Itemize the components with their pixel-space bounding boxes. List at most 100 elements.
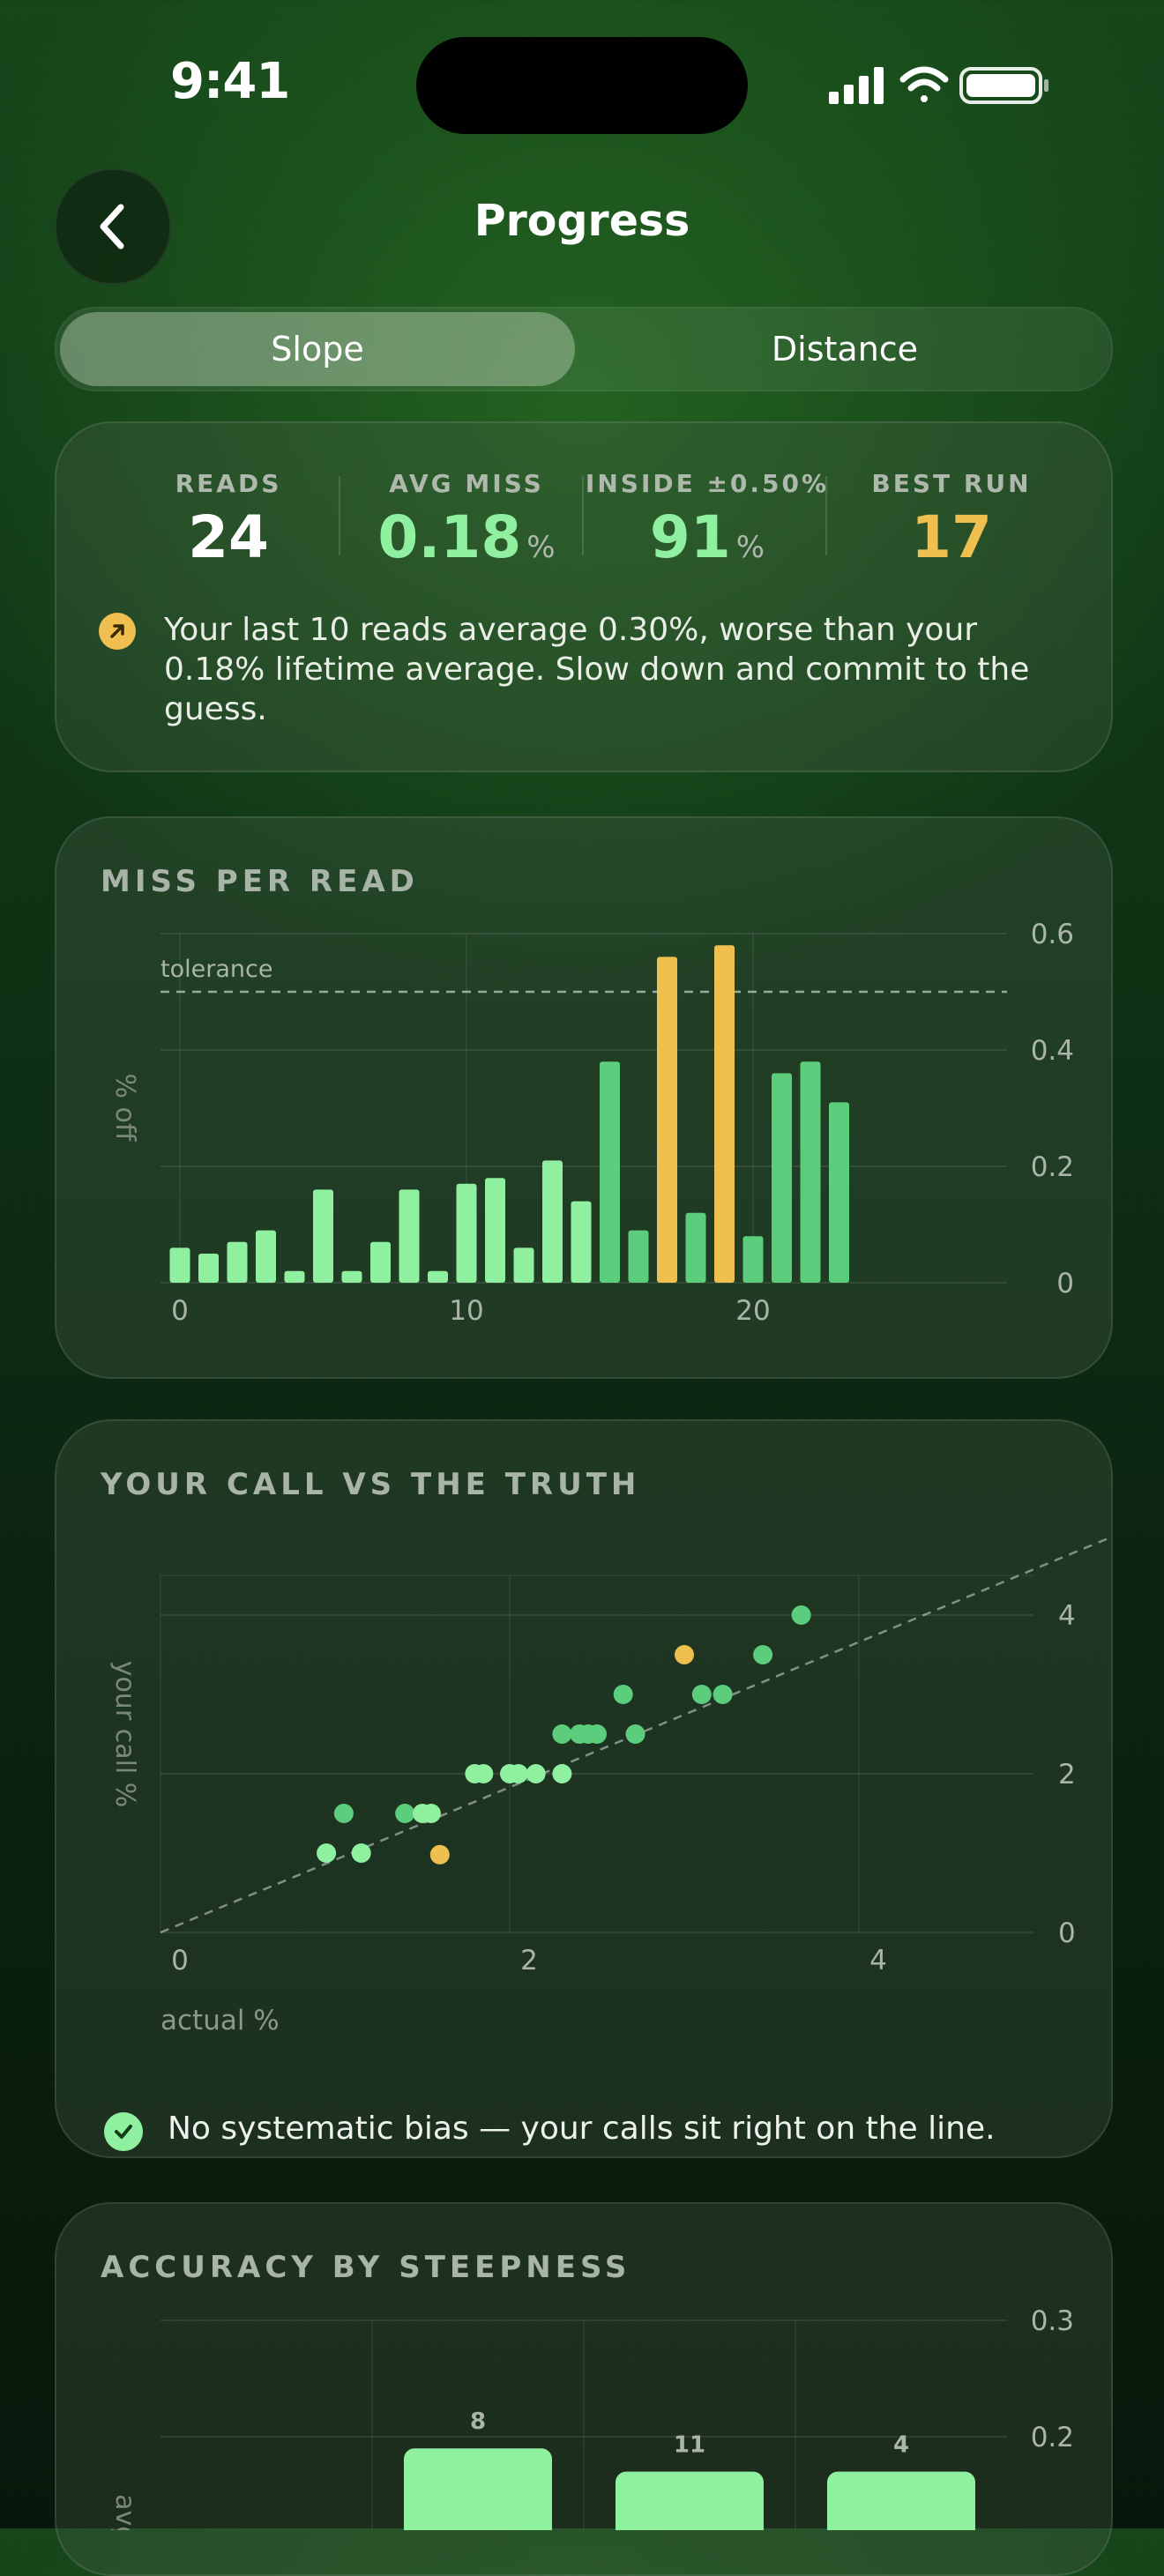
- back-button[interactable]: [55, 168, 171, 285]
- y-tick-label: 0.2: [1031, 2422, 1074, 2453]
- stat-label: INSIDE ±0.50%: [585, 469, 830, 498]
- trend-up-arrow-icon: [99, 613, 136, 650]
- card-title: ACCURACY BY STEEPNESS: [101, 2250, 631, 2285]
- y-axis-label: avg % off: [109, 2494, 140, 2530]
- stat-value: 91%: [649, 503, 765, 571]
- page-title: Progress: [474, 196, 690, 246]
- scatter-point: [421, 1804, 441, 1823]
- scatter-point: [625, 1724, 645, 1744]
- checkmark-icon: [104, 2112, 143, 2151]
- card-title: YOUR CALL VS THE TRUTH: [101, 1467, 641, 1502]
- bar: [628, 1230, 649, 1283]
- scatter-point: [691, 1685, 712, 1704]
- bar: [169, 1247, 190, 1283]
- bar: [685, 1212, 706, 1283]
- call-vs-truth-chart: 0 2 4 0 2 4 your call % actual %: [109, 1536, 1111, 2036]
- y-tick-label: 0: [1056, 1268, 1074, 1299]
- bar-count-label: 11: [674, 2432, 705, 2459]
- y-tick-label: 0: [1058, 1917, 1076, 1949]
- bar: [227, 1241, 248, 1283]
- y-axis-label: your call %: [109, 1661, 140, 1808]
- summary-card: READS 24 AVG MISS 0.18% INSIDE ±0.50% 91…: [55, 421, 1113, 772]
- battery-icon: [959, 67, 1048, 104]
- scatter-point: [552, 1764, 572, 1783]
- tab-slope[interactable]: Slope: [271, 330, 364, 369]
- y-tick-label: 0.4: [1031, 1035, 1074, 1067]
- call-vs-truth-card: YOUR CALL VS THE TRUTH 0 2 4 0 2 4 your call …: [55, 1419, 1113, 2158]
- scatter-point: [675, 1645, 694, 1664]
- cellular-signal-icon: [829, 67, 884, 104]
- y-tick-label: 2: [1058, 1759, 1076, 1791]
- bar: [428, 1270, 448, 1283]
- bar: [513, 1247, 534, 1283]
- y-tick-label: 4: [1058, 1600, 1076, 1632]
- bar: [827, 2471, 975, 2530]
- bar: [284, 1270, 305, 1283]
- bias-note: No systematic bias — your calls sit righ…: [168, 2111, 996, 2147]
- accuracy-by-steepness-card: ACCURACY BY STEEPNESS 0.2 0.3 8 11 4 avg % o…: [55, 2202, 1113, 2576]
- bar: [341, 1270, 362, 1283]
- bar: [571, 1201, 592, 1283]
- bar: [657, 957, 677, 1283]
- bar: [313, 1189, 333, 1283]
- bar: [800, 1061, 821, 1283]
- bar: [370, 1241, 391, 1283]
- y-axis-label: % off: [109, 1073, 140, 1142]
- x-tick-label: 20: [735, 1295, 770, 1327]
- dynamic-island: [416, 37, 748, 134]
- stat-label: READS: [175, 469, 282, 498]
- scatter-point: [429, 1844, 450, 1865]
- x-tick-label: 10: [449, 1295, 483, 1327]
- y-tick-label: 0.3: [1031, 2305, 1074, 2337]
- stat-avg-miss: AVG MISS 0.18%: [347, 469, 586, 571]
- bar: [600, 1061, 620, 1283]
- segment-selected-indicator: [60, 312, 575, 386]
- bar: [616, 2471, 764, 2530]
- bar-count-label: 8: [470, 2408, 486, 2435]
- card-title: MISS PER READ: [101, 864, 419, 899]
- scatter-point: [317, 1843, 337, 1863]
- scatter-point: [587, 1724, 607, 1744]
- tolerance-label: tolerance: [160, 956, 272, 983]
- x-tick-label: 0: [171, 1295, 189, 1327]
- scatter-point: [333, 1804, 354, 1823]
- scatter-point: [613, 1685, 633, 1704]
- bar: [404, 2448, 552, 2530]
- stat-divider: [582, 476, 584, 555]
- scatter-point: [508, 1764, 528, 1783]
- x-axis-label: actual %: [160, 2005, 280, 2036]
- y-tick-label: 0.2: [1031, 1151, 1074, 1183]
- bar: [456, 1183, 477, 1283]
- bar: [542, 1160, 563, 1283]
- stat-label: AVG MISS: [389, 469, 544, 498]
- stat-divider: [339, 476, 340, 555]
- scatter-point: [351, 1843, 371, 1863]
- bar: [742, 1236, 764, 1283]
- bar: [399, 1189, 420, 1283]
- bar: [198, 1254, 219, 1283]
- bar: [485, 1178, 505, 1283]
- stat-value: 17: [911, 503, 992, 571]
- scatter-point: [753, 1645, 773, 1664]
- wifi-icon: [899, 66, 949, 102]
- stat-value: 0.18%: [377, 503, 556, 571]
- bar: [829, 1102, 849, 1283]
- trend-note: Your last 10 reads average 0.30%, worse …: [164, 612, 1030, 727]
- scatter-point: [526, 1764, 546, 1783]
- segmented-control: Slope Distance: [55, 307, 1113, 391]
- bar: [772, 1073, 792, 1283]
- x-tick-label: 0: [171, 1945, 189, 1977]
- tab-distance[interactable]: Distance: [771, 330, 919, 369]
- bar-count-label: 4: [893, 2432, 909, 2459]
- scatter-point: [552, 1724, 572, 1744]
- bar: [714, 945, 735, 1283]
- scatter-point: [395, 1804, 415, 1823]
- scatter-point: [474, 1764, 494, 1783]
- status-time: 9:41: [170, 53, 290, 110]
- scatter-point: [791, 1605, 811, 1625]
- stat-inside-tolerance: INSIDE ±0.50% 91%: [584, 469, 831, 571]
- scatter-point: [713, 1685, 733, 1704]
- y-tick-label: 0.6: [1031, 919, 1074, 950]
- miss-per-read-chart: 0 0.2 0.4 0.6 0 10 20 tolerance % off: [109, 919, 1074, 1327]
- stat-value: 24: [188, 503, 269, 571]
